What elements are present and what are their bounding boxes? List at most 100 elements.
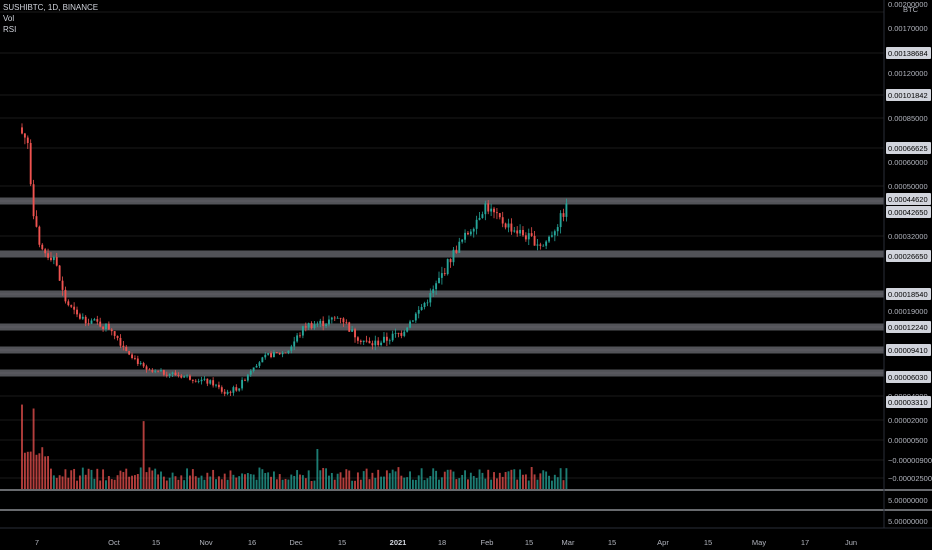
volume-bar	[522, 474, 524, 489]
candle	[472, 227, 475, 238]
candle	[93, 317, 96, 321]
volume-bar	[414, 479, 417, 489]
time-tick-label: 2021	[390, 538, 407, 547]
candle	[307, 322, 310, 331]
volume-bar	[35, 454, 38, 489]
volume-bar	[165, 480, 168, 489]
grid-lines	[0, 11, 884, 479]
candle	[319, 318, 322, 327]
volume-bar	[244, 474, 246, 489]
candle	[55, 252, 58, 267]
candle	[287, 350, 290, 355]
volume-bar	[52, 475, 55, 489]
time-tick-label: 18	[438, 538, 446, 547]
volume-bar	[493, 472, 495, 489]
candle	[168, 373, 171, 379]
candle	[151, 368, 154, 373]
candle	[157, 370, 160, 373]
candle	[464, 229, 467, 243]
candle	[203, 376, 206, 382]
time-tick-label: 15	[608, 538, 616, 547]
volume-bar	[536, 479, 539, 489]
candle	[493, 206, 495, 219]
time-tick-label: 15	[525, 538, 533, 547]
volume-bar	[26, 451, 29, 489]
volume-bar	[148, 467, 151, 489]
volume-bar	[119, 470, 122, 489]
volume-bar	[128, 476, 131, 489]
rsi-indicator-label[interactable]: RSI	[3, 25, 17, 34]
volume-bar	[107, 476, 110, 489]
volume-bar	[530, 467, 533, 489]
price-tag: 0.00018540	[886, 288, 931, 300]
candle	[145, 364, 148, 373]
volume-bar	[131, 475, 133, 489]
candle	[417, 306, 420, 319]
volume-bar	[478, 469, 481, 489]
price-tag-label: 0.00018540	[888, 290, 928, 299]
candle	[533, 231, 536, 246]
volume-bar	[374, 477, 377, 489]
volume-bar	[136, 474, 139, 489]
volume-bar	[409, 471, 411, 489]
volume-bar	[336, 473, 339, 489]
volume-indicator-label[interactable]: Vol	[3, 14, 15, 23]
candle	[545, 240, 548, 250]
symbol-title[interactable]: SUSHIBTC, 1D, BINANCE	[3, 3, 99, 12]
volume-bar	[217, 476, 220, 489]
volume-bar	[200, 475, 203, 489]
price-tick-label: 0.00200000	[888, 0, 928, 9]
volume-bar	[246, 473, 249, 489]
volume-bar	[186, 468, 189, 489]
volume-bar	[125, 468, 128, 489]
volume-bar	[38, 453, 41, 489]
candle	[325, 322, 328, 328]
price-axis[interactable]: 0.00200000 0.00170000 0.00120000 0.00085000…	[886, 0, 932, 526]
candle	[507, 218, 510, 233]
volume-bar	[272, 471, 275, 489]
volume-bar	[542, 470, 545, 489]
candle	[362, 340, 365, 345]
candle	[501, 211, 504, 228]
candle	[177, 372, 180, 378]
candle	[446, 258, 449, 276]
candle	[449, 258, 452, 268]
volume-bar	[157, 474, 160, 489]
price-tag: 0.00006030	[886, 371, 931, 383]
candle	[220, 385, 223, 394]
candle	[328, 315, 330, 327]
candle	[270, 351, 272, 359]
volume-bar	[261, 469, 264, 489]
candle	[61, 276, 64, 296]
candle	[105, 323, 107, 332]
candle	[304, 322, 307, 332]
time-tick-label: Apr	[657, 538, 669, 547]
candle	[397, 332, 400, 338]
candle	[272, 350, 275, 358]
candle	[162, 369, 165, 377]
volume-bar	[249, 474, 252, 489]
candle	[556, 224, 559, 236]
price-tick-label: 0.00002000	[888, 416, 928, 425]
candle	[189, 374, 191, 381]
price-tag: 0.00044620	[886, 193, 931, 205]
volume-bar	[435, 470, 438, 489]
time-axis[interactable]: 7 Oct 15 Nov 16 Dec 15 2021 18 Feb 15 Mar 15 Apr 15 May…	[35, 538, 857, 547]
price-tag-label: 0.00101842	[888, 91, 928, 100]
volume-bar	[252, 474, 255, 489]
candle	[209, 379, 212, 385]
price-tag: 0.00042650	[886, 206, 931, 218]
volume-bar	[61, 476, 64, 489]
volume-bar	[81, 467, 84, 489]
candle	[154, 369, 157, 374]
volume-bar	[443, 471, 446, 489]
candle	[377, 337, 380, 347]
volume-bar	[267, 472, 270, 489]
volume-bar	[322, 467, 325, 489]
volume-bar	[539, 473, 542, 489]
candle	[490, 203, 493, 216]
volume-bar	[154, 468, 157, 489]
volume-bar	[183, 480, 186, 489]
candle	[522, 226, 524, 237]
